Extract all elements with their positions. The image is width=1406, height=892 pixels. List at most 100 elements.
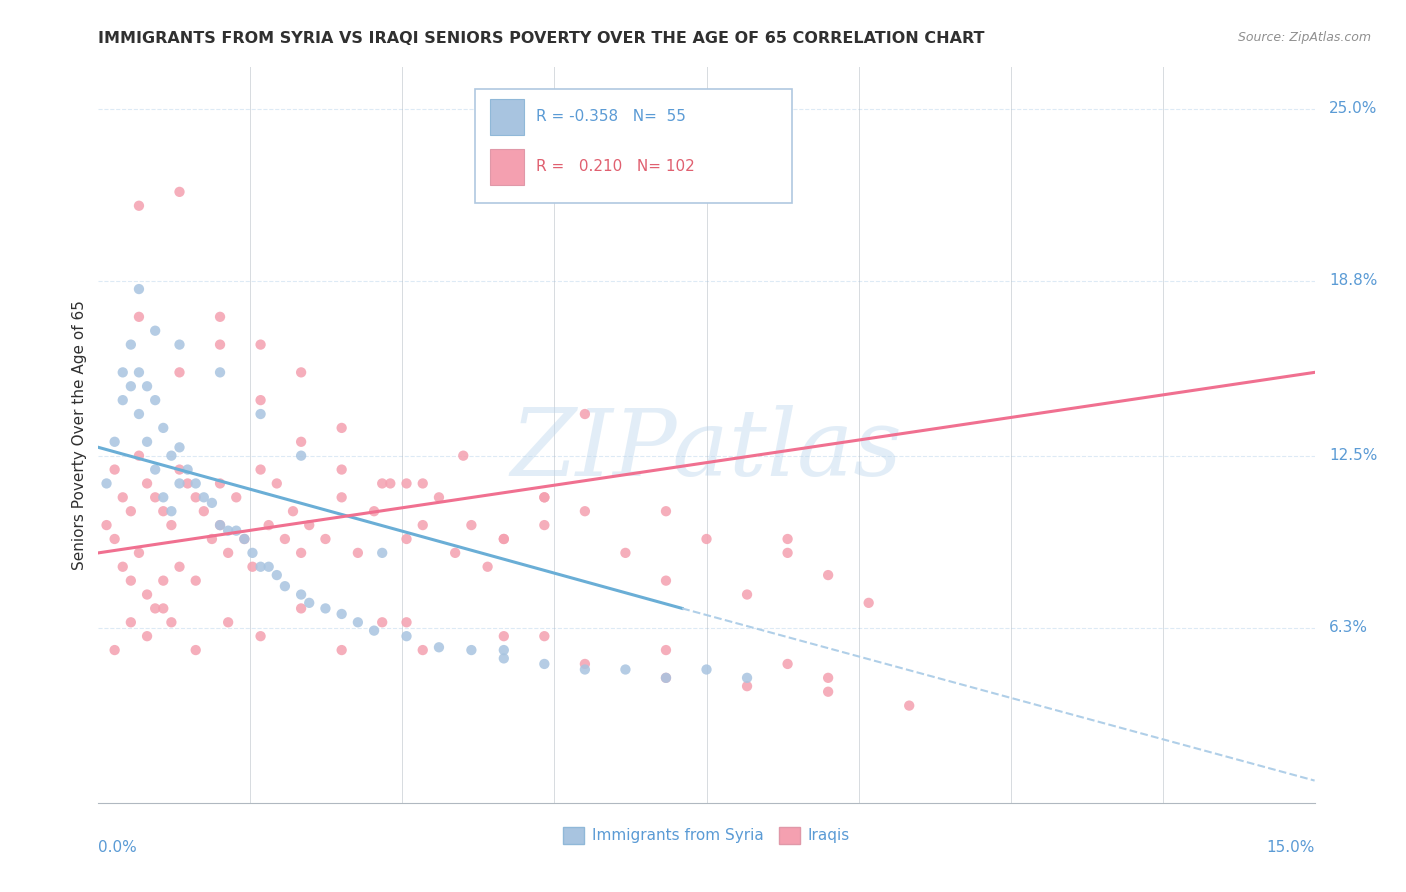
Point: [395, 615, 418, 630]
Point: [574, 407, 596, 421]
Point: [136, 588, 159, 602]
Point: [492, 651, 515, 665]
Point: [460, 643, 482, 657]
Point: [898, 698, 921, 713]
Point: [169, 462, 191, 476]
Point: [574, 663, 596, 677]
Point: [209, 310, 232, 324]
Point: [104, 532, 127, 546]
Point: [201, 532, 224, 546]
Point: [492, 532, 515, 546]
Text: Source: ZipAtlas.com: Source: ZipAtlas.com: [1237, 31, 1371, 45]
Point: [444, 546, 467, 560]
Point: [193, 504, 215, 518]
Point: [347, 546, 370, 560]
Point: [233, 532, 256, 546]
Point: [249, 559, 271, 574]
Point: [614, 663, 637, 677]
Point: [453, 449, 475, 463]
Point: [533, 491, 555, 505]
Point: [696, 663, 718, 677]
Point: [655, 671, 678, 685]
Point: [266, 568, 288, 582]
Text: 25.0%: 25.0%: [1329, 101, 1378, 116]
Point: [209, 365, 232, 379]
Point: [120, 615, 142, 630]
Point: [735, 679, 758, 693]
Point: [298, 596, 321, 610]
Point: [120, 504, 142, 518]
Point: [160, 449, 183, 463]
Point: [817, 684, 839, 698]
Point: [735, 588, 758, 602]
Point: [290, 588, 312, 602]
Point: [160, 615, 183, 630]
Point: [314, 601, 336, 615]
Point: [655, 504, 678, 518]
Point: [152, 601, 174, 615]
Point: [412, 518, 434, 533]
Point: [242, 546, 264, 560]
Point: [136, 476, 159, 491]
Point: [128, 449, 150, 463]
Point: [136, 629, 159, 643]
Point: [128, 365, 150, 379]
Point: [574, 504, 596, 518]
Point: [363, 504, 385, 518]
Point: [533, 518, 555, 533]
Point: [169, 185, 191, 199]
Point: [412, 643, 434, 657]
Point: [128, 199, 150, 213]
Point: [152, 504, 174, 518]
Point: [128, 310, 150, 324]
Point: [460, 518, 482, 533]
Point: [217, 546, 239, 560]
Text: R = -0.358   N=  55: R = -0.358 N= 55: [536, 110, 686, 125]
Point: [111, 559, 134, 574]
Point: [120, 337, 142, 351]
Point: [492, 629, 515, 643]
Point: [330, 421, 353, 435]
Bar: [491, 149, 524, 185]
Point: [104, 434, 127, 449]
Point: [817, 568, 839, 582]
Point: [96, 518, 118, 533]
Point: [120, 379, 142, 393]
Point: [169, 441, 191, 455]
Point: [858, 596, 880, 610]
Point: [655, 671, 678, 685]
Point: [143, 324, 166, 338]
Point: [290, 449, 312, 463]
Text: IMMIGRANTS FROM SYRIA VS IRAQI SENIORS POVERTY OVER THE AGE OF 65 CORRELATION CH: IMMIGRANTS FROM SYRIA VS IRAQI SENIORS P…: [98, 31, 986, 46]
Point: [136, 379, 159, 393]
Point: [128, 546, 150, 560]
Point: [477, 559, 499, 574]
Point: [330, 491, 353, 505]
Point: [290, 434, 312, 449]
Point: [169, 337, 191, 351]
Point: [217, 524, 239, 538]
Point: [184, 476, 207, 491]
Point: [776, 532, 799, 546]
Point: [696, 532, 718, 546]
Legend: Immigrants from Syria, Iraqis: Immigrants from Syria, Iraqis: [557, 821, 856, 850]
Text: ZIPatlas: ZIPatlas: [510, 405, 903, 494]
Point: [111, 393, 134, 408]
Point: [143, 462, 166, 476]
Point: [330, 607, 353, 621]
Point: [314, 532, 336, 546]
Point: [817, 671, 839, 685]
Point: [249, 407, 271, 421]
Text: 12.5%: 12.5%: [1329, 448, 1378, 463]
Point: [176, 476, 198, 491]
Point: [242, 559, 264, 574]
Point: [169, 365, 191, 379]
Point: [257, 518, 280, 533]
Point: [152, 574, 174, 588]
Point: [96, 476, 118, 491]
Point: [533, 491, 555, 505]
Point: [290, 601, 312, 615]
Point: [533, 657, 555, 671]
Point: [533, 629, 555, 643]
Text: 18.8%: 18.8%: [1329, 273, 1378, 288]
